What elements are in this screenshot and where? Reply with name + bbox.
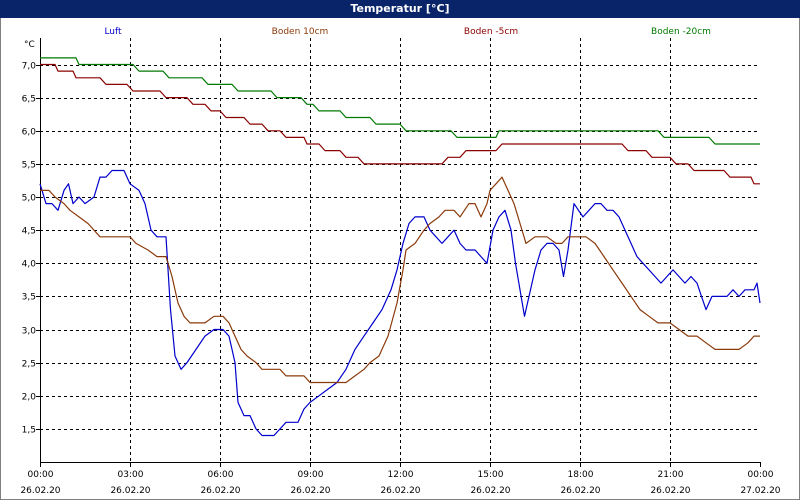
x-tick-date-label: 26.02.20	[290, 486, 330, 496]
x-tick-date-label: 26.02.20	[110, 486, 150, 496]
series-lines	[39, 57, 761, 437]
x-tick-time-label: 21:00	[658, 470, 684, 480]
y-tick-label: 4,0	[22, 260, 37, 270]
legend-entry: Luft	[104, 27, 122, 37]
y-tick-label: 2,5	[22, 360, 36, 370]
x-tick-time-label: 12:00	[388, 470, 414, 480]
y-tick-label: 6,0	[22, 128, 37, 138]
x-tick-time-label: 15:00	[478, 470, 504, 480]
x-tick-time-label: 18:00	[568, 470, 594, 480]
legend-entry: Boden 10cm	[272, 27, 329, 37]
x-tick-date-label: 26.02.20	[200, 486, 240, 496]
window-title: Temperatur [°C]	[0, 0, 800, 18]
y-tick-label: 5,0	[22, 194, 37, 204]
y-tick-label: 3,0	[22, 327, 37, 337]
x-tick-date-label: 26.02.20	[380, 486, 420, 496]
y-tick-label: 5,5	[22, 161, 36, 171]
series-line-4	[40, 57, 760, 145]
y-tick-label: 1,5	[22, 426, 36, 436]
series-line-3	[40, 63, 760, 185]
x-tick-date-label: 26.02.20	[560, 486, 600, 496]
y-tick-label: 7,0	[22, 62, 37, 72]
y-axis-label: °C	[24, 40, 35, 50]
y-tick-label: 3,5	[22, 293, 36, 303]
y-tick-label: 6,5	[22, 95, 36, 105]
legend-entry: Boden -20cm	[651, 27, 711, 37]
y-tick-label: 4,5	[22, 227, 36, 237]
x-tick-labels: 00:00 26.02.20 03:00 26.02.20 06:00 26.02.20 0…	[20, 470, 780, 496]
x-tick-time-label: 09:00	[298, 470, 324, 480]
legend: Luft Boden 10cm Boden -5cm Boden -20cm	[104, 27, 711, 37]
x-tick-date-label: 26.02.20	[470, 486, 510, 496]
grid-lines	[40, 38, 760, 462]
x-tick-time-label: 06:00	[208, 470, 234, 480]
series-line-2	[40, 176, 760, 384]
x-tick-time-label: 00:00	[28, 470, 54, 480]
series-line-1	[39, 169, 761, 437]
x-tick-time-label: 00:00	[748, 470, 774, 480]
y-tick-label: 2,0	[22, 393, 37, 403]
x-tick-date-label: 26.02.20	[650, 486, 690, 496]
legend-entry: Boden -5cm	[464, 27, 518, 37]
x-tick-date-label: 26.02.20	[20, 486, 60, 496]
y-tick-labels: 1,5 2,0 2,5 3,0 3,5 4,0 4,5 5,0 5,5 6,0 6,5 7,0	[22, 62, 37, 436]
x-tick-time-label: 03:00	[118, 470, 144, 480]
x-tick-date-label: 27.02.20	[740, 486, 780, 496]
axes	[36, 38, 761, 467]
